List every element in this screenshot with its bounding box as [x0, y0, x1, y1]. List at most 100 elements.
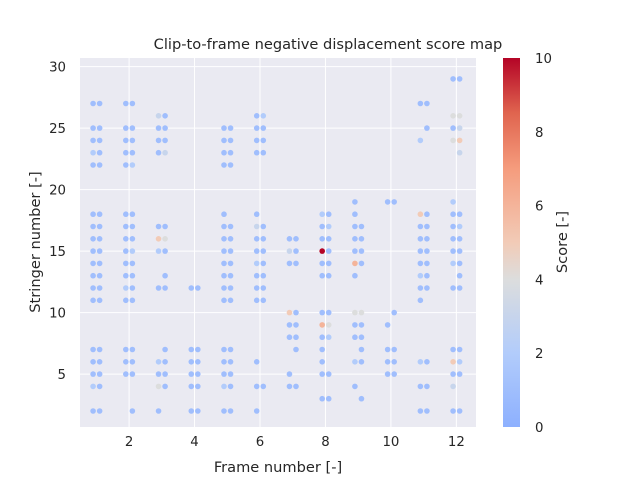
data-point — [417, 408, 424, 414]
data-point — [424, 248, 430, 254]
data-point — [319, 260, 325, 267]
data-point — [424, 285, 430, 291]
data-point — [358, 223, 365, 230]
data-point — [293, 322, 299, 328]
data-point — [90, 149, 96, 156]
data-point — [162, 371, 168, 377]
data-point — [293, 309, 299, 316]
data-point — [155, 285, 162, 291]
data-point — [90, 383, 96, 390]
data-point — [155, 248, 162, 254]
data-point — [325, 322, 332, 328]
data-point — [221, 137, 227, 144]
data-point — [129, 359, 136, 365]
data-point — [221, 260, 227, 267]
data-point — [96, 100, 103, 107]
data-point — [319, 371, 325, 377]
chart-title: Clip-to-frame negative displacement scor… — [154, 36, 503, 53]
data-point — [417, 137, 424, 144]
data-point — [90, 359, 96, 365]
data-point — [253, 408, 260, 414]
data-point — [195, 383, 201, 390]
colorbar-tick-label: 10 — [535, 52, 552, 67]
data-point — [417, 285, 424, 291]
data-point — [450, 125, 456, 131]
data-point — [90, 211, 96, 218]
data-point — [96, 149, 103, 156]
data-point — [221, 211, 227, 218]
data-point — [188, 285, 195, 291]
data-point — [221, 248, 227, 254]
data-point — [90, 346, 96, 353]
data-point — [90, 408, 96, 414]
data-point — [358, 334, 365, 341]
data-point — [456, 149, 463, 156]
data-point — [90, 297, 96, 304]
data-point — [129, 149, 136, 156]
data-point — [155, 371, 162, 377]
data-point — [319, 309, 325, 316]
data-point — [391, 199, 397, 205]
data-point — [90, 272, 96, 279]
data-point — [456, 260, 463, 267]
data-point — [96, 125, 103, 131]
data-point — [155, 223, 162, 230]
data-point — [195, 285, 201, 291]
data-point — [253, 223, 260, 230]
data-point — [253, 211, 260, 218]
data-point — [96, 211, 103, 218]
data-point — [456, 408, 463, 414]
data-point — [123, 248, 129, 254]
data-point — [293, 346, 299, 353]
data-point — [90, 162, 96, 168]
data-point — [352, 260, 358, 267]
data-point — [162, 125, 168, 131]
data-point — [456, 248, 463, 254]
data-point — [260, 248, 267, 254]
data-point — [260, 236, 267, 242]
data-point — [221, 162, 227, 168]
x-tick-label: 8 — [321, 435, 329, 450]
data-point — [129, 285, 136, 291]
data-point — [123, 100, 129, 107]
data-point — [424, 408, 430, 414]
data-point — [325, 334, 332, 341]
data-point — [221, 285, 227, 291]
data-point — [286, 260, 293, 267]
data-point — [253, 383, 260, 390]
data-point — [90, 223, 96, 230]
data-point — [417, 236, 424, 242]
data-point — [96, 408, 103, 414]
data-point — [319, 334, 325, 341]
data-point — [129, 272, 136, 279]
data-point — [260, 223, 267, 230]
data-point — [227, 408, 234, 414]
data-point — [188, 346, 195, 353]
x-tick-labels: 2 4 6 8 10 12 — [125, 435, 465, 450]
data-point — [253, 149, 260, 156]
data-point — [96, 236, 103, 242]
data-point — [417, 297, 424, 304]
data-point — [188, 408, 195, 414]
data-point — [450, 137, 456, 144]
x-tick-label: 12 — [448, 435, 465, 450]
data-point — [221, 149, 227, 156]
data-point — [227, 223, 234, 230]
data-point — [129, 211, 136, 218]
y-tick-label: 20 — [49, 184, 66, 199]
data-point — [253, 113, 260, 119]
data-point — [227, 359, 234, 365]
data-point — [195, 359, 201, 365]
data-point — [319, 395, 325, 402]
data-point — [253, 359, 260, 365]
plot-area — [80, 58, 476, 427]
data-point — [456, 272, 463, 279]
data-point — [319, 272, 325, 279]
colorbar-tick-labels: 0 2 4 6 8 10 — [535, 52, 552, 436]
data-point — [286, 309, 293, 316]
data-point — [352, 322, 358, 328]
data-point — [352, 211, 358, 218]
data-point — [96, 285, 103, 291]
data-point — [325, 248, 332, 254]
